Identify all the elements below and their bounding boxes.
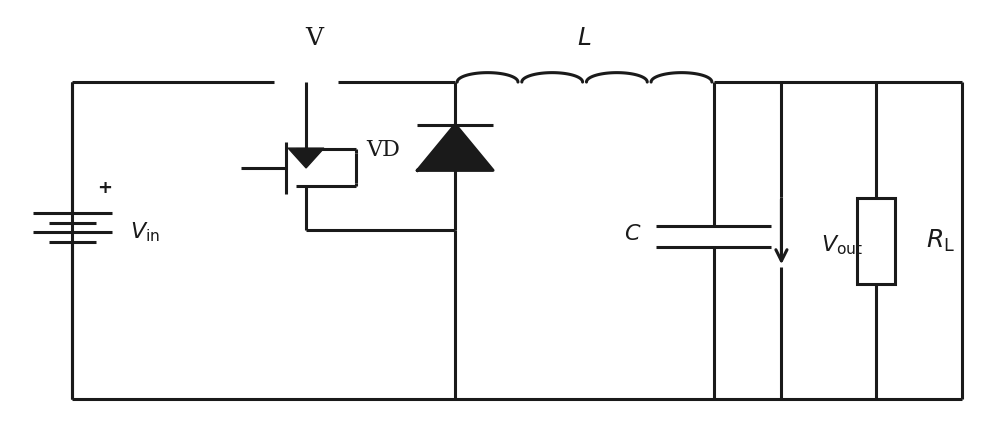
Text: $R_{\mathrm{L}}$: $R_{\mathrm{L}}$	[926, 227, 955, 254]
Text: $L$: $L$	[577, 26, 592, 50]
Text: $C$: $C$	[624, 223, 641, 245]
Text: $V_{\mathrm{in}}$: $V_{\mathrm{in}}$	[130, 220, 160, 244]
Text: $V_{\mathrm{out}}$: $V_{\mathrm{out}}$	[821, 233, 863, 257]
Text: +: +	[97, 179, 112, 197]
Bar	[857, 198, 895, 284]
Polygon shape	[417, 124, 493, 170]
Text: V: V	[305, 26, 323, 50]
Text: VD: VD	[367, 139, 401, 161]
Polygon shape	[288, 148, 324, 168]
